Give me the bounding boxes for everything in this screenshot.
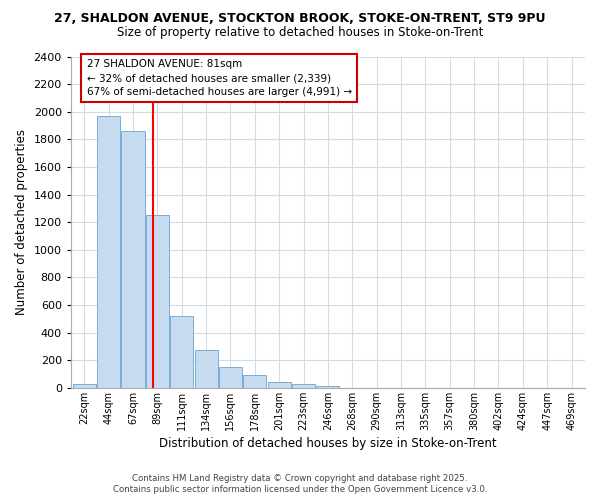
Bar <box>73 384 96 388</box>
Bar <box>219 367 242 388</box>
Bar <box>121 131 145 388</box>
Bar <box>316 386 340 388</box>
Y-axis label: Number of detached properties: Number of detached properties <box>15 129 28 315</box>
Text: 27, SHALDON AVENUE, STOCKTON BROOK, STOKE-ON-TRENT, ST9 9PU: 27, SHALDON AVENUE, STOCKTON BROOK, STOK… <box>54 12 546 26</box>
Bar <box>170 316 193 388</box>
Bar <box>146 216 169 388</box>
Bar <box>292 384 315 388</box>
Bar <box>97 116 120 388</box>
X-axis label: Distribution of detached houses by size in Stoke-on-Trent: Distribution of detached houses by size … <box>159 437 497 450</box>
Text: Size of property relative to detached houses in Stoke-on-Trent: Size of property relative to detached ho… <box>117 26 483 39</box>
Bar <box>243 376 266 388</box>
Bar <box>194 350 218 388</box>
Text: Contains HM Land Registry data © Crown copyright and database right 2025.
Contai: Contains HM Land Registry data © Crown c… <box>113 474 487 494</box>
Bar <box>268 382 291 388</box>
Text: 27 SHALDON AVENUE: 81sqm
← 32% of detached houses are smaller (2,339)
67% of sem: 27 SHALDON AVENUE: 81sqm ← 32% of detach… <box>86 60 352 98</box>
